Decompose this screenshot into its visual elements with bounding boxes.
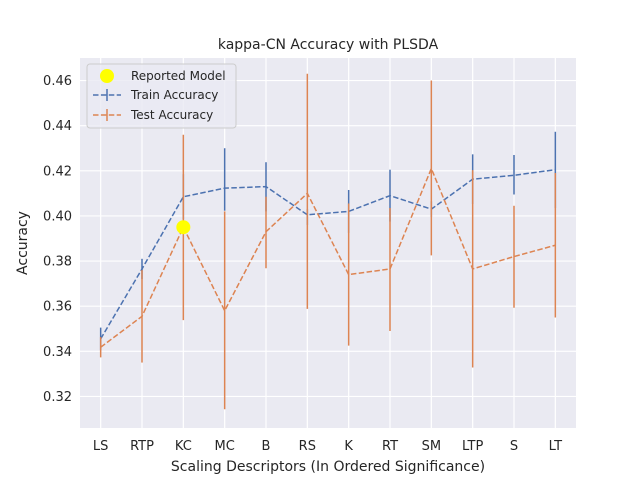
x-tick-label-mc: MC [215, 439, 235, 454]
legend-entry-reported-model: Reported Model [131, 69, 226, 83]
legend-box [86, 63, 237, 129]
x-tick-label-rtp: RTP [130, 439, 154, 454]
y-tick-label-6: 0.44 [43, 119, 72, 134]
x-axis-label: Scaling Descriptors (In Ordered Signific… [171, 459, 485, 475]
x-tick-label-lt: LT [549, 439, 562, 454]
x-tick-label-s: S [510, 439, 518, 454]
test-accuracy-line [100, 166, 556, 348]
y-tick-label-5: 0.42 [43, 164, 72, 179]
reported-model-marker [176, 220, 191, 235]
y-tick-labels: 0.32 0.34 0.36 0.38 0.40 0.42 0.44 0.46 [43, 74, 72, 405]
reported-model-layer [176, 220, 191, 235]
series-layer [99, 73, 557, 410]
x-tick-labels: LS RTP KC MC B RS K RT SM LTP S LT [93, 439, 562, 454]
y-tick-label-1: 0.34 [43, 345, 72, 360]
x-tick-label-ls: LS [93, 439, 109, 454]
y-tick-label-2: 0.36 [43, 300, 72, 315]
x-tick-label-kc: KC [175, 439, 192, 454]
legend-reported-model-marker [100, 69, 114, 83]
x-tick-label-rt: RT [382, 439, 398, 454]
x-tick-label-k: K [344, 439, 353, 454]
chart-title: kappa-CN Accuracy with PLSDA [218, 37, 439, 53]
legend-entry-test-accuracy: Test Accuracy [130, 108, 213, 122]
y-tick-label-7: 0.46 [43, 74, 72, 89]
y-tick-label-0: 0.32 [43, 390, 72, 405]
train-accuracy-line [100, 168, 556, 340]
y-tick-label-4: 0.40 [43, 209, 72, 224]
legend: Reported Model Train Accuracy Test Accur… [86, 63, 237, 129]
x-tick-label-b: B [262, 439, 271, 454]
series-test-accuracy [99, 73, 557, 410]
x-tick-label-ltp: LTP [462, 439, 483, 454]
legend-entry-train-accuracy: Train Accuracy [130, 88, 218, 102]
x-tick-label-rs: RS [299, 439, 316, 454]
x-tick-label-sm: SM [422, 439, 441, 454]
y-axis-label: Accuracy [15, 211, 31, 275]
y-tick-label-3: 0.38 [43, 255, 72, 270]
